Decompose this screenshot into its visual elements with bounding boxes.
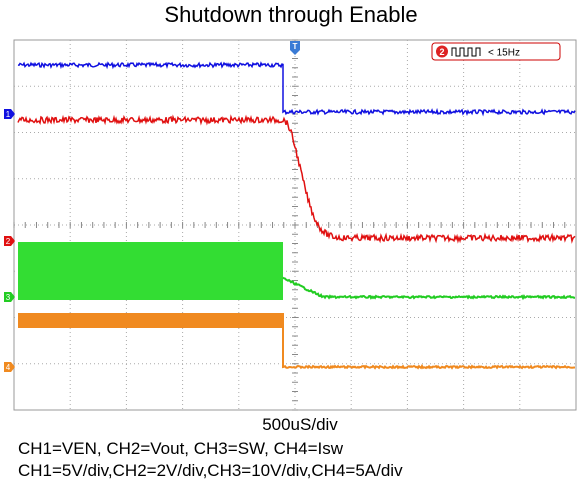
channel-markers: 1 2 3 4 xyxy=(4,109,15,372)
trace-ch1 xyxy=(17,61,576,117)
frequency-badge: 2 < 15Hz xyxy=(431,42,561,61)
traces xyxy=(17,61,576,370)
graticule xyxy=(13,39,577,411)
channel-marker-label: 2 xyxy=(6,237,11,246)
channel-list: CH1=VEN, CH2=Vout, CH3=SW, CH4=Isw xyxy=(18,439,344,458)
trigger-icon xyxy=(290,41,300,55)
channel-marker xyxy=(4,292,15,302)
trace-ch2 xyxy=(17,114,576,244)
badge-dot xyxy=(436,45,448,58)
trace-ch3-band xyxy=(18,242,283,300)
trigger-label: T xyxy=(293,42,298,51)
title: Shutdown through Enable xyxy=(164,2,417,27)
trace-ch4-band xyxy=(18,313,283,328)
badge-channel: 2 xyxy=(439,47,444,57)
trace-ch4 xyxy=(282,313,575,370)
pulse-icon xyxy=(451,47,481,57)
trigger-marker: T xyxy=(290,41,300,55)
channel-marker xyxy=(4,362,15,372)
badge-text: < 15Hz xyxy=(488,48,520,59)
channel-marker xyxy=(4,109,15,119)
channel-marker xyxy=(4,236,15,246)
channel-marker-label: 1 xyxy=(6,110,11,119)
channel-marker-label: 4 xyxy=(6,363,11,372)
trace-ch3 xyxy=(282,276,575,301)
channel-scales: CH1=5V/div,CH2=2V/div,CH3=10V/div,CH4=5A… xyxy=(18,461,403,480)
channel-marker-label: 3 xyxy=(6,293,11,302)
timebase: 500uS/div xyxy=(262,415,338,434)
